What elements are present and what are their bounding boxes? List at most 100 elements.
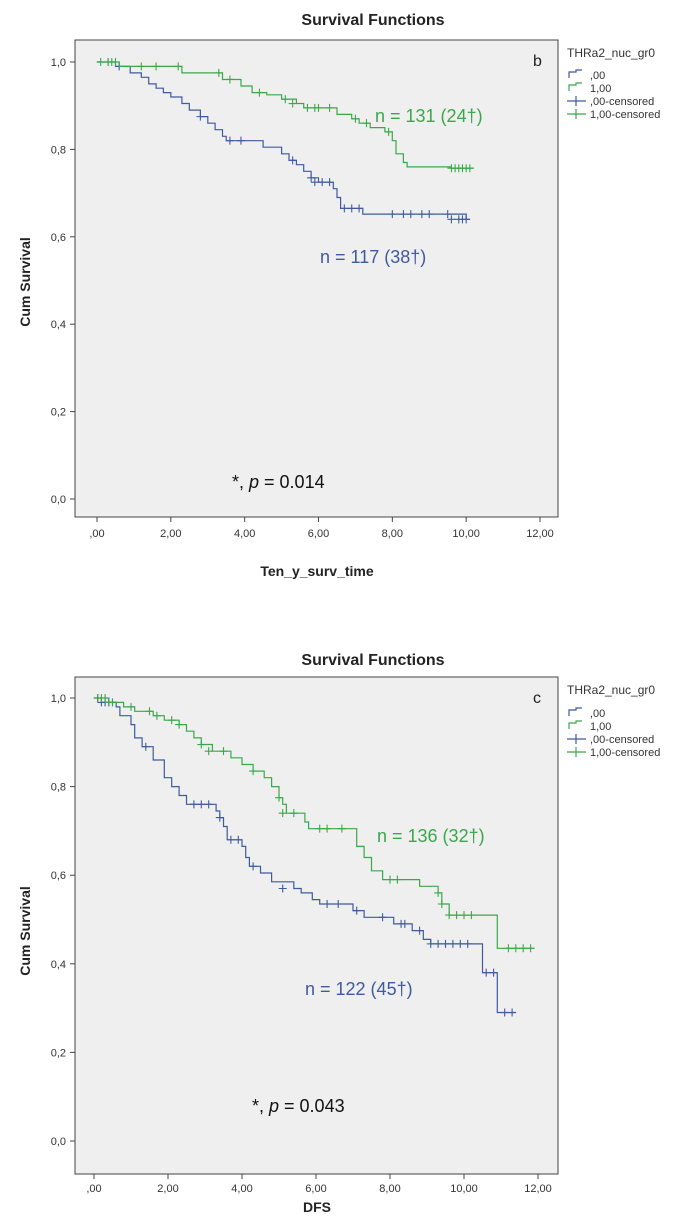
panel-letter: c — [533, 690, 541, 707]
censor-mark-group-1 — [289, 809, 298, 818]
censor-mark-group-1 — [204, 747, 213, 756]
x-tick-label: 8,00 — [379, 1183, 400, 1195]
censor-mark-group-0 — [447, 215, 456, 224]
censor-mark-group-0 — [323, 899, 332, 908]
censor-mark-group-0 — [196, 112, 205, 121]
panel-letter: b — [533, 53, 542, 70]
censor-mark-group-0 — [441, 939, 450, 948]
censor-mark-group-0 — [399, 210, 408, 219]
censor-mark-group-0 — [226, 835, 235, 844]
legend-entry: ,00 — [590, 708, 605, 720]
x-tick-label: 10,00 — [452, 528, 480, 540]
censor-mark-group-1 — [111, 58, 120, 66]
censor-mark-group-1 — [351, 114, 360, 123]
censor-mark-group-1 — [175, 720, 184, 729]
y-tick-label: 0,6 — [51, 870, 66, 882]
censor-mark-group-0 — [462, 215, 471, 224]
censor-mark-group-1 — [174, 62, 183, 71]
y-tick-label: 1,0 — [51, 693, 66, 705]
censor-mark-group-1 — [504, 944, 513, 953]
survival-line-group-0 — [97, 61, 470, 220]
censor-mark-group-0 — [204, 800, 213, 809]
legend-swatch — [567, 734, 586, 744]
censor-mark-group-1 — [278, 809, 287, 818]
y-tick-label: 0,4 — [51, 319, 66, 331]
censor-mark-group-1 — [323, 824, 332, 833]
y-tick-label: 0,0 — [51, 494, 66, 506]
x-tick-label: 12,00 — [524, 1183, 552, 1195]
censor-mark-group-1 — [314, 103, 323, 112]
censor-mark-group-1 — [108, 698, 117, 707]
y-axis-label: Cum Survival — [17, 237, 33, 326]
censor-mark-group-0 — [310, 178, 319, 187]
censor-mark-group-1 — [437, 899, 446, 908]
x-tick-label: 8,00 — [382, 528, 403, 540]
censor-mark-group-0 — [425, 210, 434, 219]
censor-mark-group-0 — [463, 939, 472, 948]
censor-mark-group-0 — [456, 939, 465, 948]
series-layer — [96, 58, 474, 224]
censor-mark-group-1 — [315, 824, 324, 833]
x-axis-ticks: ,00 2,00 4,00 6,00 8,00 10,00 12,00 — [89, 517, 554, 540]
censor-mark-group-1 — [452, 911, 461, 920]
legend-swatch — [567, 747, 586, 757]
censor-mark-group-1 — [214, 68, 223, 77]
legend-title: THRa2_nuc_gr0 — [567, 46, 655, 60]
censor-mark-group-1 — [145, 707, 154, 716]
censor-mark-group-1 — [249, 767, 258, 776]
censor-mark-group-1 — [152, 711, 161, 720]
censor-mark-group-0 — [426, 939, 435, 948]
censor-mark-group-1 — [167, 716, 176, 725]
censor-mark-group-1 — [386, 875, 394, 884]
p-value-text: *, p = 0.014 — [232, 472, 325, 492]
y-axis-ticks: 0,0 0,2 0,4 0,6 0,8 1,0 — [51, 57, 75, 506]
survival-line-group-0 — [94, 697, 516, 1014]
x-tick-label: ,00 — [89, 528, 104, 540]
x-tick-label: 10,00 — [450, 1183, 478, 1195]
legend: THRa2_nuc_gr0 ,001,00,00-censored1,00-ce… — [567, 683, 660, 759]
censor-mark-group-1 — [281, 95, 290, 104]
censor-mark-group-1 — [526, 944, 535, 953]
censor-mark-group-1 — [255, 88, 264, 97]
legend-swatch — [568, 707, 582, 716]
censor-mark-group-0 — [400, 919, 409, 928]
censor-mark-group-1 — [445, 911, 454, 920]
y-tick-label: 1,0 — [51, 57, 66, 69]
censor-mark-group-1 — [460, 911, 468, 920]
censor-mark-group-1 — [152, 62, 161, 71]
plot-area — [74, 39, 559, 518]
censor-mark-group-0 — [417, 210, 426, 219]
chart-title: Survival Functions — [301, 12, 444, 29]
censor-mark-group-1 — [362, 119, 371, 128]
censor-mark-group-1 — [219, 747, 228, 756]
x-tick-label: 6,00 — [305, 1183, 326, 1195]
x-tick-label: 4,00 — [231, 1183, 252, 1195]
censor-mark-group-0 — [508, 1008, 517, 1017]
chart-panel-b: Survival Functions b 0,00,20,40,60,81,0 … — [17, 12, 660, 579]
x-tick-label: 12,00 — [526, 528, 554, 540]
legend-entry: ,00-censored — [590, 734, 654, 746]
censor-mark-group-1 — [225, 75, 234, 84]
censor-mark-group-1 — [434, 888, 443, 897]
legend-swatch — [568, 82, 582, 91]
y-tick-label: 0,6 — [51, 232, 66, 244]
censor-mark-group-0 — [388, 210, 397, 219]
y-tick-label: 0,4 — [51, 959, 66, 971]
censor-mark-group-1 — [288, 99, 297, 108]
censor-mark-group-0 — [434, 939, 443, 948]
chart-title: Survival Functions — [301, 652, 444, 669]
censor-mark-group-0 — [234, 835, 243, 844]
censor-mark-group-0 — [141, 742, 150, 751]
censor-mark-group-1 — [137, 62, 146, 71]
x-axis-label: DFS — [303, 1199, 331, 1215]
censor-mark-group-1 — [303, 103, 312, 112]
censor-mark-group-0 — [443, 210, 452, 219]
y-tick-label: 0,0 — [51, 1136, 66, 1148]
x-axis-label: Ten_y_surv_time — [260, 563, 374, 579]
legend-title: THRa2_nuc_gr0 — [567, 683, 655, 697]
censor-mark-group-0 — [307, 173, 316, 182]
censor-mark-group-0 — [225, 136, 234, 145]
legend: THRa2_nuc_gr0 ,001,00,00-censored1,00-ce… — [567, 46, 660, 121]
x-tick-label: 4,00 — [234, 528, 255, 540]
